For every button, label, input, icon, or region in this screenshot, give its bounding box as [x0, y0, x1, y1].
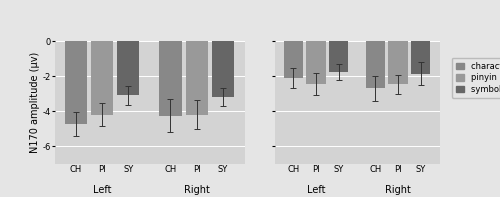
Legend: character (CH), pinyin (PI), symbol (SY): character (CH), pinyin (PI), symbol (SY)	[452, 58, 500, 98]
Bar	[212, 41, 234, 97]
Text: Left: Left	[93, 186, 112, 195]
Text: Right: Right	[184, 186, 210, 195]
Bar	[388, 41, 407, 84]
Bar	[284, 41, 303, 78]
Text: Right: Right	[385, 186, 411, 195]
Bar	[329, 41, 348, 72]
Bar	[91, 41, 113, 115]
Bar	[65, 41, 87, 124]
Bar	[411, 41, 430, 74]
Y-axis label: N170 amplitude (µv): N170 amplitude (µv)	[30, 52, 40, 153]
Bar	[117, 41, 140, 96]
Text: Left: Left	[306, 186, 325, 195]
Bar	[160, 41, 182, 115]
Bar	[186, 41, 208, 115]
Bar	[306, 41, 326, 84]
Bar	[366, 41, 385, 88]
